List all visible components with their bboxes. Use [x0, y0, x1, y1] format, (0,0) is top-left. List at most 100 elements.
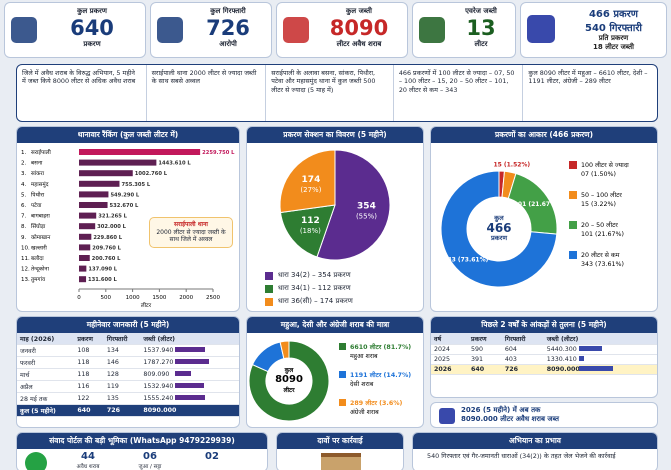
slice-label: 101 (21.67%) [514, 201, 559, 208]
legend-swatch [339, 399, 346, 406]
value-label: 209.760 L [92, 245, 121, 251]
center-label: कुल [493, 214, 504, 222]
monthly-panel: महीनेवार जानकारी (5 महीने) माह (2026) प्रक… [16, 316, 240, 428]
bar [79, 265, 87, 272]
stat-card: कुल गिरफ्तारी 726 आरोपी [150, 2, 272, 58]
category-label: खल्लारी [31, 244, 47, 251]
bar [79, 191, 109, 198]
legend-swatch [265, 271, 273, 280]
per-case-line: 18 लीटर जब्ती [593, 43, 634, 51]
table-row: फरवरी 118 146 1787.270 [17, 356, 239, 369]
x-tick-label: 2000 [179, 295, 193, 301]
liquor-panel: महुआ, देसी और अंग्रेजी शराब की मात्रा कुल… [246, 316, 424, 428]
legend-swatch [265, 284, 273, 293]
impact-text: 540 गिरफ्तार एवं गैर-जमानती धाराओं (34(2… [427, 452, 616, 460]
highlight-text: 466 प्रकरणों में 100 लीटर से ज्यादा – 07… [398, 69, 515, 94]
bar [79, 223, 96, 230]
value-label: 532.670 L [110, 203, 139, 209]
cell: 134 [103, 344, 141, 357]
slice [248, 340, 330, 422]
seizure-label: 1787.270 [143, 359, 174, 366]
note-icon [439, 408, 455, 424]
ranking-panel: थानावार रैंकिंग (कुल जब्ती लीटर में) 0 500… [16, 126, 240, 312]
stat-value: 8090 [329, 16, 389, 40]
cell: 1555.240 [140, 392, 239, 405]
table-row: 2026 640 726 8090.000 [431, 364, 657, 375]
highlight-item: 466 प्रकरणों में 100 लीटर से ज्यादा – 07… [394, 65, 524, 121]
note-line: 8090.000 लीटर अवैध शराब जब्त [461, 415, 560, 423]
whatsapp-icon [25, 452, 47, 470]
legend-item: धारा 36(सी) – 174 प्रकरण [265, 297, 423, 306]
table-row: 28 मई तक 122 135 1555.240 [17, 392, 239, 405]
legend-item: धारा 34(1) – 112 प्रकरण [265, 284, 423, 293]
portal-value: 44 [81, 451, 95, 462]
cell: 726 [501, 364, 544, 375]
column-header: प्रकरण [74, 333, 104, 345]
slice-value: 354 [357, 201, 376, 211]
panel-header: महीनेवार जानकारी (5 महीने) [17, 317, 239, 333]
header-row: माह (2026) प्रकरण गिरफ्तारी जब्ती (लीटर) [17, 333, 239, 345]
per-case-line: 466 प्रकरण [588, 9, 639, 20]
category-label: पिथौरा [31, 191, 45, 198]
value-label: 200.760 L [92, 256, 121, 262]
stat-value: 640 [70, 16, 114, 40]
seizure-label: 1532.940 [143, 383, 174, 390]
cell: 8090.000 [543, 364, 657, 375]
value-label: 549.290 L [110, 192, 139, 198]
cell: 403 [501, 354, 544, 365]
slice-value: 112 [301, 216, 320, 226]
cell: 108 [74, 344, 104, 357]
slice [440, 170, 558, 288]
stat-icon [419, 17, 445, 43]
rank: 12. [21, 267, 30, 273]
x-tick-label: 0 [77, 295, 81, 301]
rank: 2. [21, 161, 26, 167]
bar [79, 180, 120, 187]
bar [175, 359, 210, 364]
bar [79, 159, 157, 166]
column-header: प्रकरण [468, 333, 502, 345]
cell: 118 [74, 356, 104, 369]
comparison-panel: पिछले 2 वर्षों के आंकड़ों से तुलना (5 मह… [430, 316, 658, 398]
stat-label: एवरेज जब्ती [465, 7, 497, 15]
panel-header: पिछले 2 वर्षों के आंकड़ों से तुलना (5 मह… [431, 317, 657, 333]
column-header: माह (2026) [17, 333, 75, 345]
legend-swatch [569, 161, 577, 169]
legend-item: धारा 34(2) – 354 प्रकरण [265, 271, 423, 280]
sections-panel: प्रकरण सेक्शन का विवरण (5 महीने) 354 (55%)… [246, 126, 424, 312]
legend-label: 50 – 100 लीटर [581, 191, 622, 199]
bar [79, 202, 108, 208]
legend-label: 20 – 50 लीटर [581, 221, 618, 229]
cell: 119 [103, 380, 141, 393]
case-size-panel: प्रकरणों का आकार (466 प्रकरण) 15 (1.52%) 1… [430, 126, 658, 312]
cell: कुल (5 महीने) [17, 404, 75, 417]
highlight-item: सराईपाली के अलावा बसना, सांकरा, पिथौरा, … [266, 65, 394, 121]
slice-label: 15 (1.52%) [493, 161, 530, 168]
bar [175, 371, 191, 376]
cell: 809.090 [140, 368, 239, 381]
legend-label: 20 लीटर से कम [581, 251, 620, 259]
bar [79, 244, 91, 251]
category-label: बसना [31, 161, 43, 167]
legend-label: महुआ शराब [350, 353, 378, 360]
cell: अप्रैल [17, 380, 75, 393]
cell: 1532.940 [140, 380, 239, 393]
legend-value: 289 लीटर (3.6%) [350, 399, 403, 407]
table-row: 2025 391 403 1330.410 [431, 354, 657, 365]
seizure-label: 1555.240 [143, 395, 174, 402]
rank: 13. [21, 277, 30, 283]
legend-label: देसी शराब [350, 380, 374, 388]
callout-title: सराईपाली थाना [174, 221, 208, 228]
seizure-label: 1330.410 [546, 356, 577, 363]
portal-item: 06 जुआ / सट्टा [119, 451, 181, 470]
legend-swatch [339, 343, 346, 350]
stat-label: कुल गिरफ्तारी [210, 7, 246, 15]
cell: 135 [103, 392, 141, 405]
cell: 5440.300 [543, 344, 657, 355]
cell: 726 [103, 404, 141, 417]
column-header: गिरफ्तारी [501, 333, 544, 345]
column-header: जब्ती (लीटर) [140, 333, 239, 345]
cell: जनवरी [17, 344, 75, 357]
stat-card: एवरेज जब्ती 13 लीटर [412, 2, 516, 58]
